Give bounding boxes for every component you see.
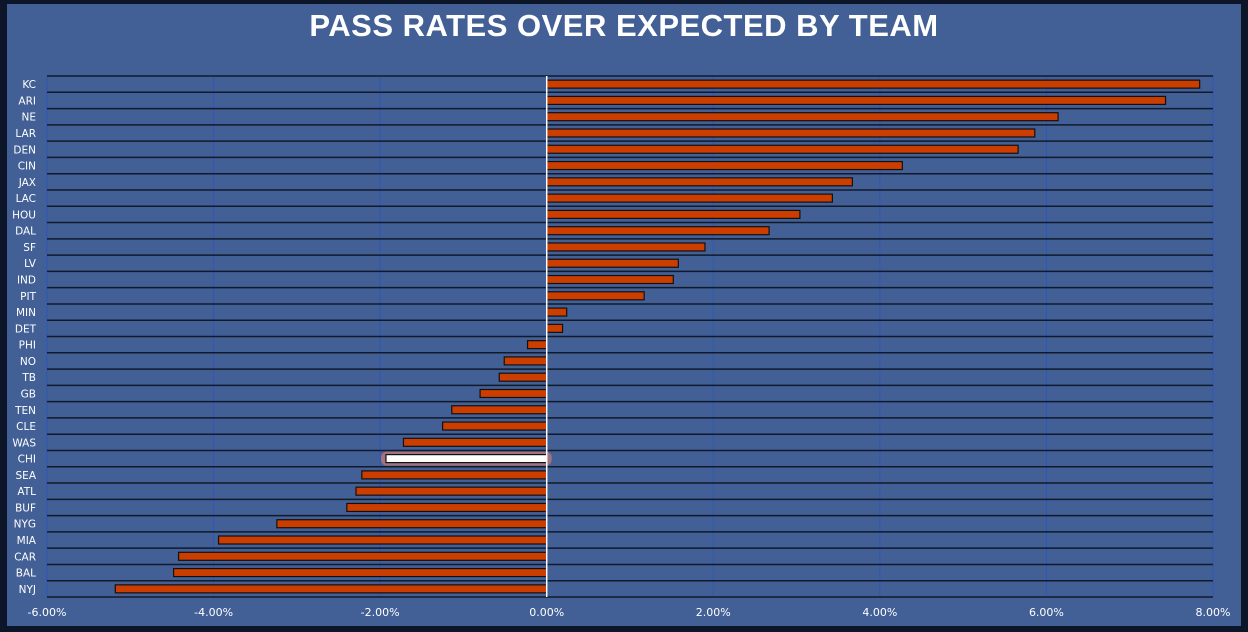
bar-no	[503, 356, 548, 366]
y-tick-label: IND	[17, 275, 36, 287]
bar-nyj	[114, 584, 548, 594]
y-tick-label: PHI	[19, 340, 36, 352]
x-tick-label: -4.00%	[194, 606, 233, 619]
bar-bal	[172, 567, 548, 578]
y-tick-label: NO	[20, 356, 36, 368]
bar-lac	[546, 193, 833, 203]
bar-atl	[355, 486, 548, 496]
bar-ne	[546, 112, 1059, 122]
y-tick-label: ARI	[18, 95, 36, 107]
bar-ten	[451, 405, 548, 415]
bar-nyg	[276, 519, 548, 529]
bar-ari	[546, 95, 1167, 106]
y-tick-label: MIA	[17, 535, 37, 547]
bar-gb	[479, 388, 548, 399]
bar-phi	[526, 340, 548, 350]
y-tick-label: BUF	[15, 502, 36, 514]
x-tick-label: 0.00%	[529, 606, 564, 619]
y-tick-label: DET	[15, 323, 37, 335]
y-tick-label: HOU	[12, 209, 36, 221]
chart-background	[7, 4, 1241, 626]
y-tick-label: NE	[22, 112, 37, 124]
y-tick-label: DEN	[13, 144, 36, 156]
bar-lv	[546, 258, 679, 268]
y-tick-label: LAR	[15, 128, 36, 140]
x-tick-label: 4.00%	[862, 606, 897, 619]
bar-min	[546, 307, 568, 317]
y-tick-label: LV	[24, 258, 37, 270]
bar-mia	[217, 535, 548, 545]
y-tick-label: MIN	[16, 307, 36, 319]
y-tick-label: BAL	[16, 568, 36, 580]
bar-cle	[442, 421, 548, 431]
chart-title: PASS RATES OVER EXPECTED BY TEAM	[309, 8, 939, 43]
y-tick-label: WAS	[12, 437, 36, 449]
x-tick-label: -2.00%	[361, 606, 400, 619]
x-tick-label: 2.00%	[696, 606, 731, 619]
y-tick-label: LAC	[16, 193, 36, 205]
bar-kc	[546, 79, 1201, 89]
y-tick-label: JAX	[18, 177, 36, 189]
bar-lar	[546, 128, 1036, 138]
y-tick-label: SEA	[16, 470, 37, 482]
bar-pit	[546, 291, 645, 301]
bar-cin	[546, 160, 903, 171]
bar-jax	[546, 177, 853, 187]
y-tick-label: CLE	[16, 421, 36, 433]
bar-den	[546, 144, 1019, 154]
y-tick-label: KC	[22, 79, 36, 91]
y-tick-label: NYG	[14, 519, 36, 531]
bar-car	[177, 551, 548, 561]
y-tick-label: SF	[23, 242, 36, 254]
bar-was	[402, 437, 548, 447]
bar-buf	[346, 502, 548, 513]
x-tick-label: 8.00%	[1196, 606, 1231, 619]
y-tick-label: PIT	[20, 291, 36, 303]
y-tick-label: GB	[21, 388, 36, 400]
y-tick-label: TB	[21, 372, 36, 384]
bar-sea	[361, 470, 548, 480]
bar-chi	[385, 454, 548, 464]
y-tick-label: TEN	[14, 405, 36, 417]
bar-hou	[546, 209, 801, 219]
y-tick-label: CIN	[18, 161, 36, 173]
x-tick-label: 6.00%	[1029, 606, 1064, 619]
bar-tb	[498, 372, 548, 382]
y-tick-label: DAL	[15, 226, 36, 238]
bar-dal	[546, 226, 770, 236]
bar-sf	[546, 242, 706, 252]
bar-ind	[546, 274, 674, 285]
y-tick-label: ATL	[17, 486, 36, 498]
y-tick-label: NYJ	[19, 584, 36, 596]
y-tick-label: CAR	[14, 551, 36, 563]
bar-det	[546, 323, 564, 333]
y-tick-label: CHI	[18, 454, 36, 466]
x-tick-label: -6.00%	[28, 606, 67, 619]
